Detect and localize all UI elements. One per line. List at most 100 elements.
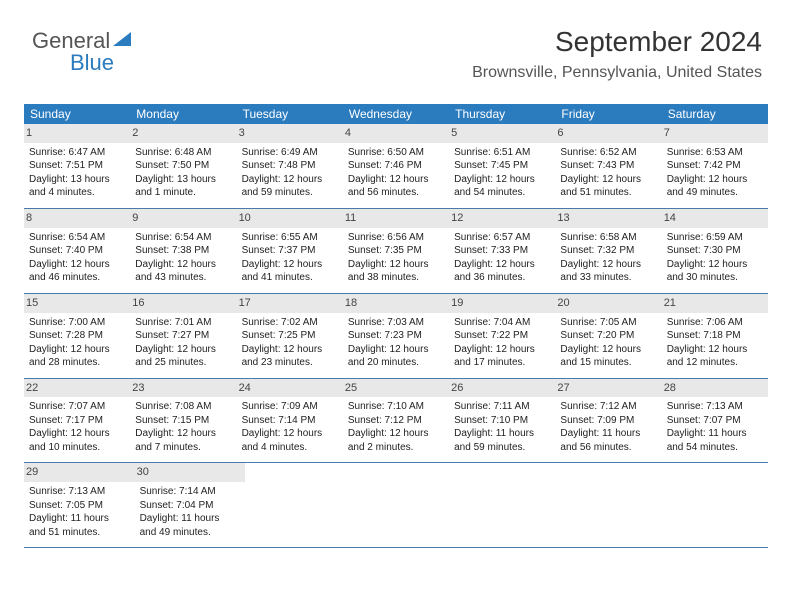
day-info-line: Daylight: 12 hours: [133, 258, 233, 272]
day-info-line: Sunrise: 7:12 AM: [558, 400, 658, 414]
day-info-line: Daylight: 11 hours: [558, 427, 658, 441]
date-number: 24: [237, 379, 343, 398]
day-info-line: Daylight: 12 hours: [346, 173, 446, 187]
day-info-line: Sunrise: 6:53 AM: [665, 146, 765, 160]
day-info-line: Sunrise: 7:09 AM: [240, 400, 340, 414]
calendar-day-cell: 26Sunrise: 7:11 AMSunset: 7:10 PMDayligh…: [449, 379, 555, 463]
calendar-week-row: 15Sunrise: 7:00 AMSunset: 7:28 PMDayligh…: [24, 294, 768, 379]
day-info-line: Sunrise: 6:55 AM: [240, 231, 340, 245]
empty-cell: [350, 463, 455, 547]
day-info-line: and 17 minutes.: [452, 356, 552, 370]
calendar-day-cell: 15Sunrise: 7:00 AMSunset: 7:28 PMDayligh…: [24, 294, 130, 378]
day-info-line: Sunrise: 6:52 AM: [558, 146, 658, 160]
date-number: 27: [555, 379, 661, 398]
day-info-line: and 51 minutes.: [27, 526, 132, 540]
day-info-line: Daylight: 12 hours: [665, 343, 765, 357]
date-number: 22: [24, 379, 130, 398]
day-info-line: and 54 minutes.: [665, 441, 765, 455]
day-info-line: Sunset: 7:25 PM: [240, 329, 340, 343]
date-number: 13: [555, 209, 661, 228]
calendar-week-row: 1Sunrise: 6:47 AMSunset: 7:51 PMDaylight…: [24, 124, 768, 209]
day-info-line: Sunset: 7:14 PM: [240, 414, 340, 428]
day-info-line: and 1 minute.: [133, 186, 233, 200]
day-info-line: and 10 minutes.: [27, 441, 127, 455]
day-info-line: Daylight: 12 hours: [346, 258, 446, 272]
date-number: 28: [662, 379, 768, 398]
brand-logo: General Blue: [32, 28, 133, 54]
day-info-line: and 49 minutes.: [665, 186, 765, 200]
day-info-line: Sunset: 7:20 PM: [558, 329, 658, 343]
day-info-line: and 20 minutes.: [346, 356, 446, 370]
day-info-line: Daylight: 11 hours: [452, 427, 552, 441]
day-info-line: and 38 minutes.: [346, 271, 446, 285]
calendar-day-cell: 22Sunrise: 7:07 AMSunset: 7:17 PMDayligh…: [24, 379, 130, 463]
day-info-line: Sunset: 7:27 PM: [133, 329, 233, 343]
day-info-line: Sunset: 7:09 PM: [558, 414, 658, 428]
day-info-line: Sunrise: 6:56 AM: [346, 231, 446, 245]
day-info-line: Sunrise: 6:47 AM: [27, 146, 127, 160]
calendar-week-row: 8Sunrise: 6:54 AMSunset: 7:40 PMDaylight…: [24, 209, 768, 294]
day-info-line: Sunset: 7:40 PM: [27, 244, 127, 258]
day-info-line: Daylight: 13 hours: [27, 173, 127, 187]
day-info-line: and 30 minutes.: [665, 271, 765, 285]
day-info-line: Sunset: 7:37 PM: [240, 244, 340, 258]
date-number: 1: [24, 124, 130, 143]
day-info-line: and 4 minutes.: [240, 441, 340, 455]
location-subtitle: Brownsville, Pennsylvania, United States: [472, 64, 762, 82]
day-info-line: Daylight: 11 hours: [138, 512, 243, 526]
calendar-day-cell: 25Sunrise: 7:10 AMSunset: 7:12 PMDayligh…: [343, 379, 449, 463]
empty-cell: [454, 463, 559, 547]
weekday-header: Tuesday: [237, 104, 343, 124]
date-number: 18: [343, 294, 449, 313]
brand-sail-icon: [113, 30, 133, 53]
date-number: 14: [662, 209, 768, 228]
month-title: September 2024: [472, 26, 762, 58]
date-number: 26: [449, 379, 555, 398]
calendar-week-row: 29Sunrise: 7:13 AMSunset: 7:05 PMDayligh…: [24, 463, 768, 548]
calendar-day-cell: 10Sunrise: 6:55 AMSunset: 7:37 PMDayligh…: [237, 209, 343, 293]
day-info-line: Sunrise: 7:11 AM: [452, 400, 552, 414]
weekday-header-row: SundayMondayTuesdayWednesdayThursdayFrid…: [24, 104, 768, 124]
date-number: 17: [237, 294, 343, 313]
day-info-line: Sunrise: 7:13 AM: [27, 485, 132, 499]
day-info-line: Sunrise: 7:10 AM: [346, 400, 446, 414]
date-number: 25: [343, 379, 449, 398]
calendar-day-cell: 16Sunrise: 7:01 AMSunset: 7:27 PMDayligh…: [130, 294, 236, 378]
day-info-line: and 36 minutes.: [452, 271, 552, 285]
calendar-day-cell: 30Sunrise: 7:14 AMSunset: 7:04 PMDayligh…: [135, 463, 246, 547]
day-info-line: Sunrise: 7:02 AM: [240, 316, 340, 330]
day-info-line: and 54 minutes.: [452, 186, 552, 200]
day-info-line: Sunset: 7:35 PM: [346, 244, 446, 258]
date-number: 15: [24, 294, 130, 313]
calendar-day-cell: 21Sunrise: 7:06 AMSunset: 7:18 PMDayligh…: [662, 294, 768, 378]
day-info-line: Sunset: 7:45 PM: [452, 159, 552, 173]
calendar-day-cell: 2Sunrise: 6:48 AMSunset: 7:50 PMDaylight…: [130, 124, 236, 208]
calendar-week-row: 22Sunrise: 7:07 AMSunset: 7:17 PMDayligh…: [24, 379, 768, 464]
date-number: 9: [130, 209, 236, 228]
day-info-line: Sunrise: 6:50 AM: [346, 146, 446, 160]
day-info-line: Sunset: 7:07 PM: [665, 414, 765, 428]
day-info-line: Sunrise: 7:03 AM: [346, 316, 446, 330]
calendar-day-cell: 11Sunrise: 6:56 AMSunset: 7:35 PMDayligh…: [343, 209, 449, 293]
date-number: 7: [662, 124, 768, 143]
day-info-line: Sunset: 7:12 PM: [346, 414, 446, 428]
day-info-line: Sunrise: 7:13 AM: [665, 400, 765, 414]
day-info-line: Daylight: 12 hours: [27, 427, 127, 441]
day-info-line: and 41 minutes.: [240, 271, 340, 285]
day-info-line: Sunset: 7:05 PM: [27, 499, 132, 513]
day-info-line: Sunrise: 6:57 AM: [452, 231, 552, 245]
calendar-day-cell: 23Sunrise: 7:08 AMSunset: 7:15 PMDayligh…: [130, 379, 236, 463]
date-number: 23: [130, 379, 236, 398]
day-info-line: Sunset: 7:48 PM: [240, 159, 340, 173]
day-info-line: and 56 minutes.: [558, 441, 658, 455]
date-number: 3: [237, 124, 343, 143]
day-info-line: Sunset: 7:46 PM: [346, 159, 446, 173]
day-info-line: and 46 minutes.: [27, 271, 127, 285]
day-info-line: and 49 minutes.: [138, 526, 243, 540]
date-number: 30: [135, 463, 246, 482]
day-info-line: Daylight: 12 hours: [240, 343, 340, 357]
day-info-line: Sunrise: 7:04 AM: [452, 316, 552, 330]
weekday-header: Monday: [130, 104, 236, 124]
day-info-line: Sunset: 7:28 PM: [27, 329, 127, 343]
day-info-line: and 33 minutes.: [558, 271, 658, 285]
